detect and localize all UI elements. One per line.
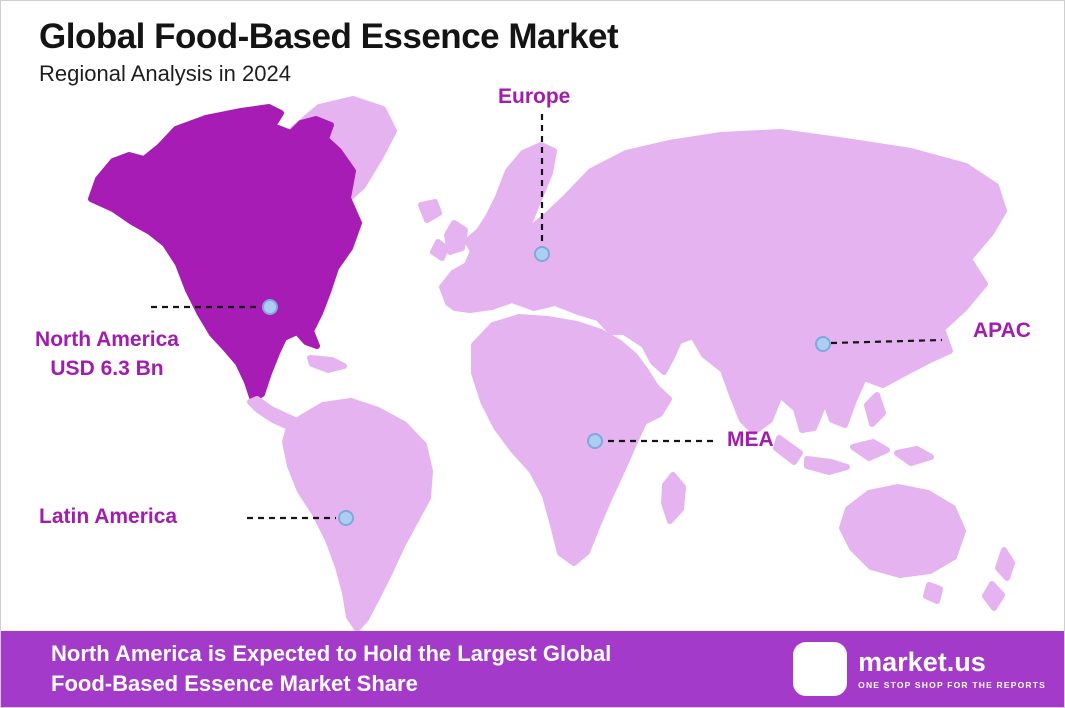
landmass-philippines [864, 392, 886, 427]
north-america-label: North America [35, 328, 179, 351]
region-label-europe: Europe [498, 85, 571, 108]
region-label-apac: APAC [973, 319, 1031, 342]
landmass-borneo [850, 439, 890, 461]
landmass-japan [882, 275, 906, 327]
region-north-america [88, 104, 362, 403]
region-latin-america [282, 398, 433, 632]
landmass-iceland [418, 199, 442, 223]
footer-note: North America is Expected to Hold the La… [51, 639, 611, 698]
landmass-tasmania [923, 582, 943, 604]
marker-north-america [262, 299, 278, 315]
footer-note-line1: North America is Expected to Hold the La… [51, 641, 612, 667]
region-label-mea: MEA [727, 428, 774, 451]
footer-note-line2: Food-Based Essence Market Share [51, 671, 418, 696]
landmass-new-zealand-south [982, 581, 1005, 611]
marker-latin-america [338, 510, 354, 526]
brand-tagline: ONE STOP SHOP FOR THE REPORTS [858, 679, 1046, 690]
landmass-new-zealand-north [995, 547, 1015, 581]
landmass-caribbean [307, 355, 347, 373]
marker-apac [815, 336, 831, 352]
landmass-uk [444, 220, 468, 255]
page-subtitle: Regional Analysis in 2024 [39, 61, 291, 87]
landmass-sumatra [773, 435, 803, 465]
marker-mea [587, 433, 603, 449]
leader-line-apac [830, 338, 943, 345]
north-america-value: USD 6.3 Bn [50, 357, 164, 381]
brand-lockup: market.us ONE STOP SHOP FOR THE REPORTS [793, 642, 1046, 696]
marketus-logo-icon [793, 642, 848, 696]
landmass-new-guinea [894, 446, 934, 466]
region-label-north-america: North America USD 6.3 Bn [7, 325, 207, 384]
landmass-ireland [430, 239, 449, 261]
marker-europe [534, 246, 550, 262]
brand-text: market.us ONE STOP SHOP FOR THE REPORTS [858, 646, 1046, 690]
region-australia [839, 484, 966, 578]
landmass-madagascar [661, 472, 686, 524]
page-title: Global Food-Based Essence Market [39, 17, 619, 56]
region-eurasia [439, 129, 1007, 435]
landmass-java [804, 456, 850, 475]
region-label-latin-america: Latin America [39, 505, 178, 528]
footer-bar: North America is Expected to Hold the La… [1, 631, 1064, 707]
brand-name: market.us [858, 646, 986, 677]
header: Global Food-Based Essence Market Regiona… [39, 17, 619, 87]
region-africa [471, 314, 672, 566]
